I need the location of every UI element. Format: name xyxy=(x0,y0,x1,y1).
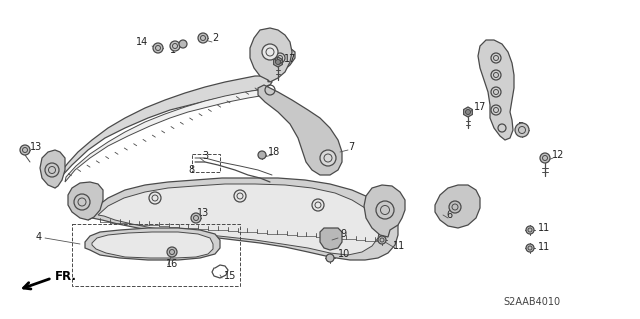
Polygon shape xyxy=(68,182,103,220)
Circle shape xyxy=(258,151,266,159)
Text: 10: 10 xyxy=(338,249,350,259)
Polygon shape xyxy=(92,232,213,258)
Circle shape xyxy=(275,60,280,64)
Text: 15: 15 xyxy=(224,271,236,281)
Polygon shape xyxy=(320,228,342,250)
Polygon shape xyxy=(85,228,220,260)
Circle shape xyxy=(170,41,180,51)
Polygon shape xyxy=(265,46,295,82)
Circle shape xyxy=(465,109,470,115)
Polygon shape xyxy=(40,150,65,188)
Circle shape xyxy=(167,247,177,257)
Circle shape xyxy=(515,123,529,137)
Polygon shape xyxy=(250,28,292,82)
Text: 17: 17 xyxy=(474,102,486,112)
Text: 14: 14 xyxy=(136,37,148,47)
Text: 5: 5 xyxy=(517,122,524,132)
Circle shape xyxy=(326,254,334,262)
Text: 12: 12 xyxy=(552,150,564,160)
Polygon shape xyxy=(65,90,260,182)
Text: 18: 18 xyxy=(268,147,280,157)
Text: 13: 13 xyxy=(197,208,209,218)
Text: 1: 1 xyxy=(170,45,176,55)
Polygon shape xyxy=(258,85,342,175)
Circle shape xyxy=(20,145,30,155)
Text: 17: 17 xyxy=(284,54,296,64)
Polygon shape xyxy=(274,57,282,67)
Text: 3: 3 xyxy=(202,151,208,161)
Circle shape xyxy=(262,44,278,60)
Circle shape xyxy=(540,153,550,163)
Text: 4: 4 xyxy=(36,232,42,242)
Circle shape xyxy=(449,201,461,213)
Circle shape xyxy=(153,43,163,53)
FancyBboxPatch shape xyxy=(441,194,469,220)
Circle shape xyxy=(179,40,187,48)
Text: 9: 9 xyxy=(340,229,346,239)
Polygon shape xyxy=(98,184,380,255)
Text: 11: 11 xyxy=(538,242,550,252)
Polygon shape xyxy=(463,107,472,117)
Text: FR.: FR. xyxy=(55,270,77,283)
Polygon shape xyxy=(88,178,398,260)
Polygon shape xyxy=(435,185,480,228)
Text: S2AAB4010: S2AAB4010 xyxy=(504,297,561,307)
Text: 11: 11 xyxy=(538,223,550,233)
Text: 6: 6 xyxy=(446,210,452,220)
Text: 8: 8 xyxy=(188,165,194,175)
Polygon shape xyxy=(478,40,514,140)
Text: 7: 7 xyxy=(348,142,355,152)
Circle shape xyxy=(198,33,208,43)
Polygon shape xyxy=(55,76,272,188)
Circle shape xyxy=(526,244,534,252)
Circle shape xyxy=(191,213,201,223)
Polygon shape xyxy=(364,185,405,237)
Circle shape xyxy=(526,226,534,234)
Circle shape xyxy=(320,150,336,166)
Text: 16: 16 xyxy=(166,259,179,269)
Text: 2: 2 xyxy=(212,33,218,43)
Circle shape xyxy=(378,236,386,244)
Text: 13: 13 xyxy=(30,142,42,152)
Text: 11: 11 xyxy=(393,241,405,251)
